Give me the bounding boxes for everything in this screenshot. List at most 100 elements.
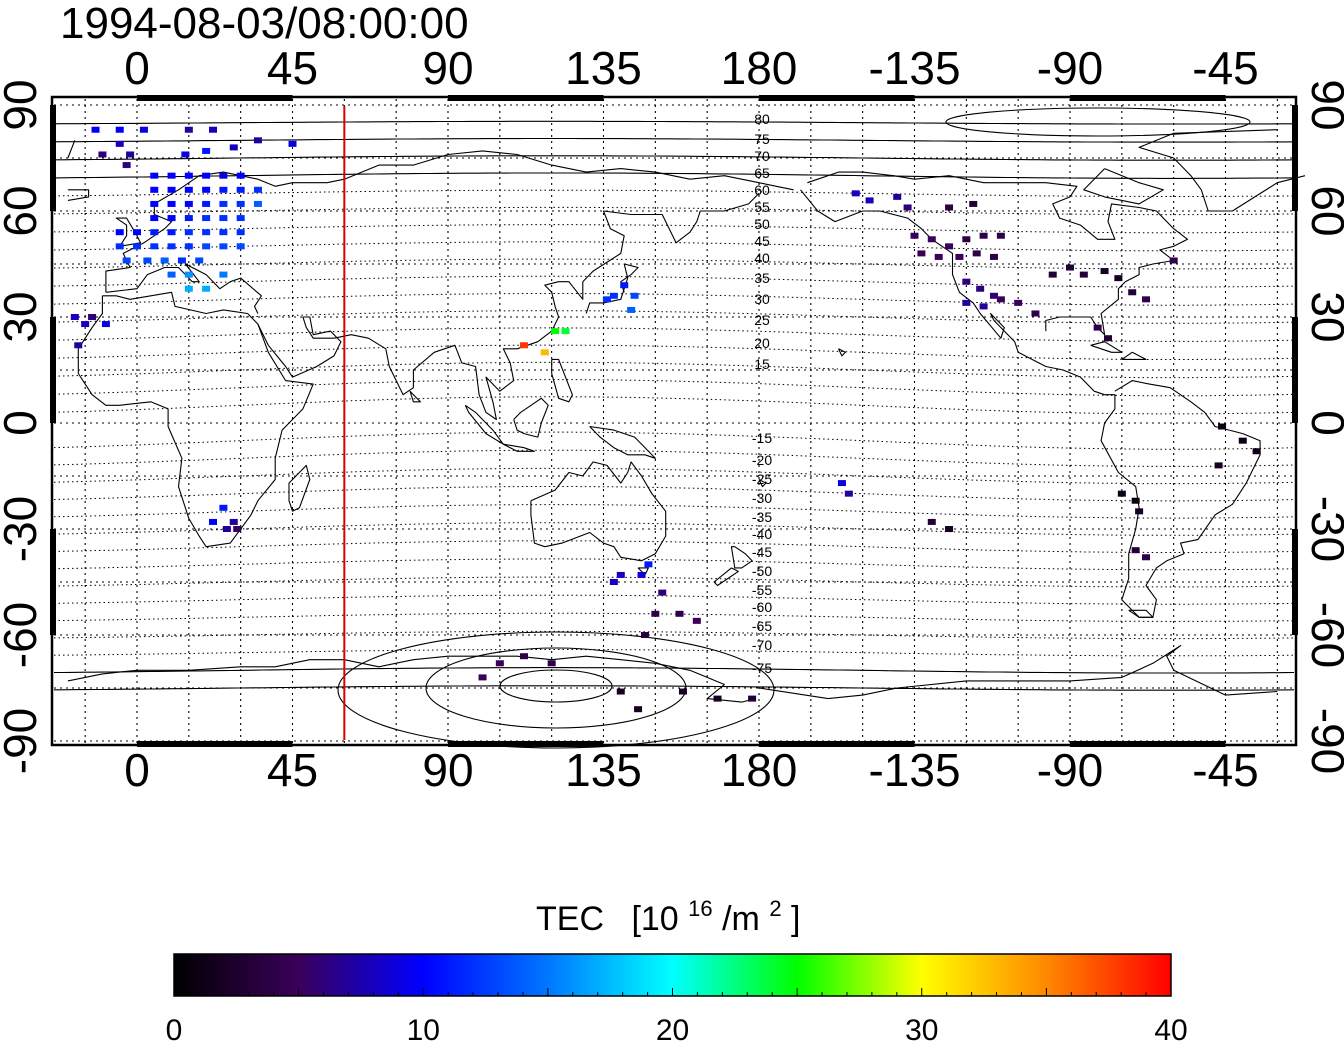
right-lat-label: 90 bbox=[1302, 79, 1344, 130]
coastlines bbox=[68, 129, 1306, 703]
bottom-lon-label: 45 bbox=[267, 744, 318, 796]
coastline bbox=[1121, 351, 1147, 360]
tec-observation-cell bbox=[115, 126, 124, 133]
colorbar-unit-middle: /m bbox=[722, 900, 760, 938]
coastline bbox=[807, 171, 1189, 336]
tec-observation-cell bbox=[616, 688, 625, 695]
coastline bbox=[800, 189, 1261, 618]
magnetic-latitude-label: 45 bbox=[754, 233, 770, 249]
tec-observation-cell bbox=[637, 571, 646, 578]
tec-observation-cell bbox=[219, 243, 228, 250]
right-lat-label: -60 bbox=[1302, 602, 1344, 668]
tec-observation-cell bbox=[219, 271, 228, 278]
tec-observation-cell bbox=[177, 257, 186, 264]
tec-observation-cell bbox=[1252, 448, 1261, 455]
tec-observation-cell bbox=[288, 140, 297, 147]
tec-observation-cell bbox=[692, 617, 701, 624]
right-lat-label: -90 bbox=[1302, 708, 1344, 774]
bottom-lon-label: -90 bbox=[1037, 744, 1103, 796]
colorbar-tick-label: 20 bbox=[656, 1014, 689, 1047]
coastline bbox=[115, 217, 142, 247]
colorbar-title-label: TEC bbox=[536, 900, 604, 938]
tec-observation-cell bbox=[1117, 490, 1126, 497]
tec-observation-cell bbox=[495, 660, 504, 667]
tec-observation-cell bbox=[644, 561, 653, 568]
coastline bbox=[589, 425, 656, 459]
colorbar-tick-label: 10 bbox=[407, 1014, 440, 1047]
tec-observation-cell bbox=[1218, 423, 1227, 430]
magnetic-latitude-contour bbox=[54, 685, 1295, 691]
left-lat-label: 0 bbox=[0, 410, 46, 436]
top-lon-label: 45 bbox=[267, 42, 318, 94]
magnetic-latitude-label: -30 bbox=[752, 490, 772, 506]
tec-observation-cell bbox=[1131, 547, 1140, 554]
tec-observation-cell bbox=[658, 589, 667, 596]
tec-observation-cell bbox=[1104, 335, 1113, 342]
right-lat-label: 0 bbox=[1302, 410, 1344, 436]
tec-observation-cell bbox=[844, 490, 853, 497]
north-magnetic-pole-contour bbox=[945, 107, 1251, 137]
colorbar-unit-close: ] bbox=[791, 900, 800, 938]
tec-observation-cell bbox=[627, 306, 636, 313]
tec-observation-cell bbox=[184, 243, 193, 250]
coastline bbox=[1083, 168, 1164, 205]
tec-observation-cell bbox=[520, 653, 529, 660]
coastline bbox=[1090, 341, 1123, 353]
tec-observation-cell bbox=[996, 296, 1005, 303]
tec-observation-cell bbox=[547, 660, 556, 667]
tec-observation-cell bbox=[602, 296, 611, 303]
colorbar-unit-exponent: 16 bbox=[688, 896, 712, 921]
tec-observation-cell bbox=[1214, 462, 1223, 469]
tec-observation-cell bbox=[98, 151, 107, 158]
tec-observation-cell bbox=[229, 518, 238, 525]
tec-observation-cell bbox=[640, 632, 649, 638]
magnetic-latitude-label: 65 bbox=[754, 165, 770, 181]
tec-observation-cell bbox=[143, 257, 152, 264]
tec-observation-cell bbox=[236, 200, 245, 207]
colorbar-gradient bbox=[173, 953, 1172, 997]
tec-observation-cell bbox=[236, 229, 245, 236]
tec-observation-cell bbox=[945, 243, 954, 250]
bottom-lon-label: -45 bbox=[1192, 744, 1258, 796]
tec-observation-cell bbox=[219, 186, 228, 193]
tec-observation-cell bbox=[115, 243, 124, 250]
tec-observation-cell bbox=[202, 172, 211, 179]
tec-observation-cell bbox=[233, 526, 242, 532]
tec-observation-cell bbox=[91, 126, 100, 133]
tec-observation-cell bbox=[74, 342, 83, 349]
tec-observation-cell bbox=[222, 526, 231, 532]
magnetic-latitude-label: -60 bbox=[752, 599, 772, 615]
tec-observation-cell bbox=[202, 243, 211, 250]
bottom-longitude-labels: 0 45 90 135 180 -135 -90 -45 bbox=[124, 744, 1259, 796]
tec-observations bbox=[70, 126, 1261, 713]
coastline bbox=[551, 358, 573, 403]
tec-observation-cell bbox=[160, 257, 169, 264]
tec-observation-cell bbox=[551, 328, 560, 335]
right-lat-label: 30 bbox=[1302, 291, 1344, 342]
coastline bbox=[288, 464, 311, 512]
tec-observation-cell bbox=[865, 197, 874, 204]
magnetic-latitude-label: 35 bbox=[754, 270, 770, 286]
tec-observation-cell bbox=[1131, 497, 1140, 504]
tec-observation-cell bbox=[1238, 437, 1247, 444]
coastline bbox=[730, 546, 753, 569]
magnetic-latitude-label: -75 bbox=[752, 660, 772, 676]
tec-observation-cell bbox=[236, 172, 245, 179]
tec-observation-cell bbox=[167, 271, 176, 278]
tec-observation-cell bbox=[989, 253, 998, 260]
tec-observation-cell bbox=[634, 706, 643, 713]
tec-observation-cell bbox=[219, 172, 228, 179]
tec-observation-cell bbox=[748, 695, 757, 702]
colorbar-tick-label: 0 bbox=[166, 1014, 183, 1047]
tec-observation-cell bbox=[972, 250, 981, 257]
magnetic-latitude-contour bbox=[54, 667, 1295, 674]
tec-observation-cell bbox=[1031, 310, 1040, 317]
tec-observation-cell bbox=[1014, 299, 1023, 306]
tec-observation-cell bbox=[1142, 554, 1151, 561]
tec-observation-cell bbox=[115, 140, 124, 147]
tec-observation-cell bbox=[219, 229, 228, 236]
tec-observation-cell bbox=[478, 674, 487, 681]
tec-observation-cell bbox=[202, 186, 211, 193]
